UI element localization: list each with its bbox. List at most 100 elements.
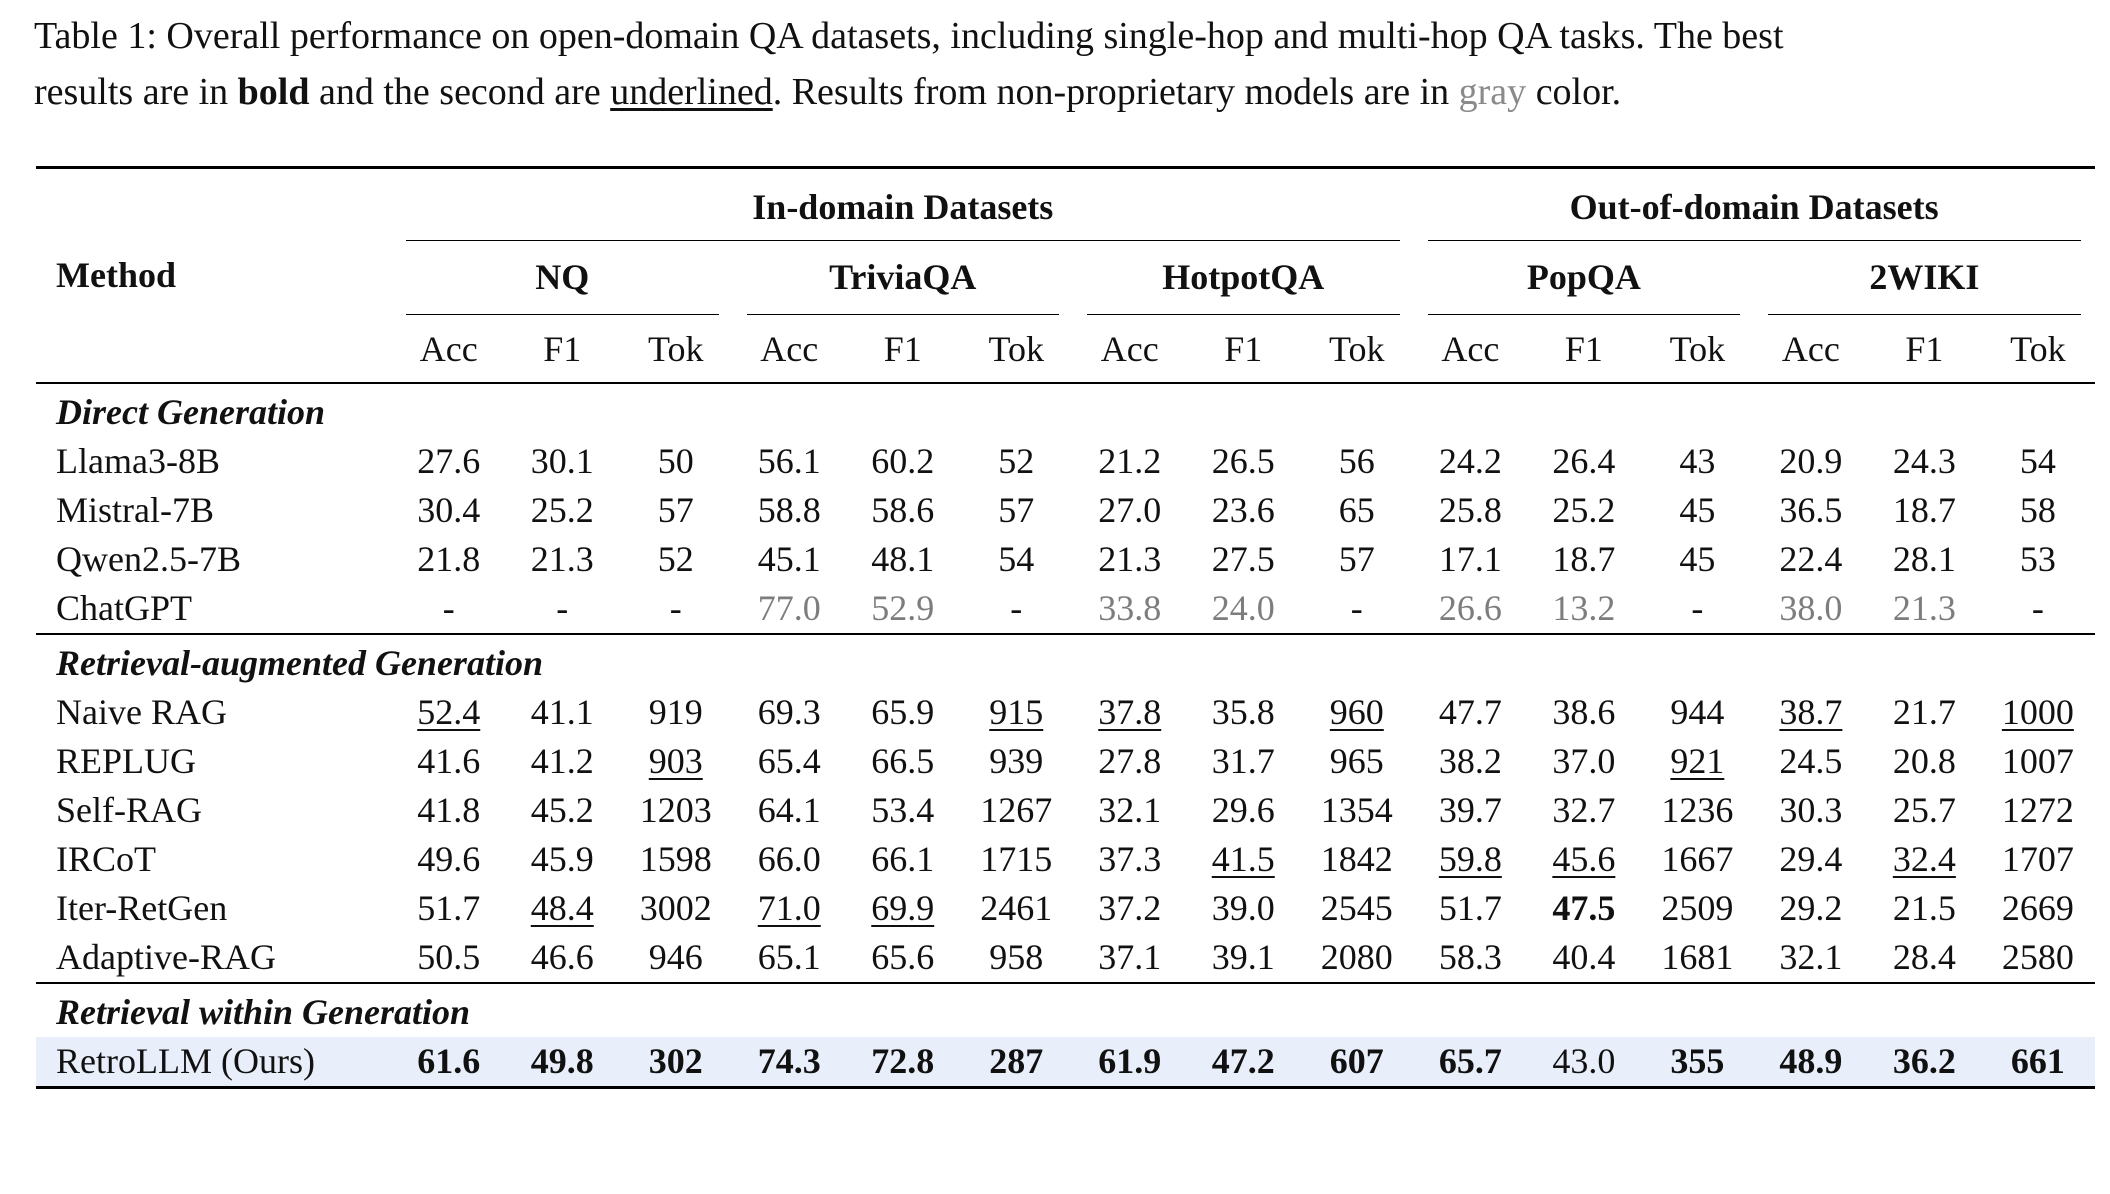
cell-value: 26.5 bbox=[1211, 441, 1275, 481]
table-cell: 72.8 bbox=[846, 1037, 960, 1089]
cell-value: 65.6 bbox=[871, 937, 935, 977]
cell-value: 66.0 bbox=[757, 839, 821, 879]
caption-text: color. bbox=[1526, 71, 1622, 113]
table-cell: 2669 bbox=[1981, 884, 2095, 933]
cell-value: 29.2 bbox=[1779, 888, 1843, 928]
cell-value: 37.0 bbox=[1552, 741, 1616, 781]
cell-value: 946 bbox=[648, 937, 703, 977]
table-cell: 77.0 bbox=[733, 584, 847, 634]
table-row: Self-RAG 41.8 45.2 1203 64.1 53.4 1267 32.1 29.6… bbox=[36, 786, 2095, 835]
table-cell: 1272 bbox=[1981, 786, 2095, 835]
table-cell: 32.4 bbox=[1868, 835, 1982, 884]
cell-value: 51.7 bbox=[1438, 888, 1502, 928]
cell-value: 56 bbox=[1338, 441, 1375, 481]
cell-value: 958 bbox=[989, 937, 1044, 977]
caption-text: results are in bbox=[34, 71, 238, 113]
cell-value: 57 bbox=[657, 490, 694, 530]
table-cell: 47.7 bbox=[1414, 688, 1528, 737]
method-name: RetroLLM (Ours) bbox=[36, 1037, 392, 1089]
dataset-rule bbox=[392, 314, 733, 315]
cell-value: 53 bbox=[2019, 539, 2056, 579]
table-cell: - bbox=[1641, 584, 1755, 634]
cell-value: 33.8 bbox=[1098, 588, 1162, 628]
cell-value: 59.8 bbox=[1438, 839, 1502, 879]
cell-value: 23.6 bbox=[1211, 490, 1275, 530]
table-cell: 65.7 bbox=[1413, 1037, 1528, 1089]
table-cell: 2461 bbox=[960, 884, 1074, 933]
table-cell: 939 bbox=[960, 737, 1074, 786]
metric-header-row: Acc F1 Tok Acc F1 Tok Acc F1 Tok Acc F1 Tok Acc F1 Tok bbox=[36, 315, 2095, 383]
cell-value: 47.2 bbox=[1211, 1041, 1275, 1081]
method-name: IRCoT bbox=[56, 839, 157, 879]
table-cell: 32.1 bbox=[1754, 933, 1868, 983]
caption-text: and the second are bbox=[309, 71, 611, 113]
dataset-rule bbox=[1414, 314, 1755, 315]
caption-underline-word: underlined bbox=[610, 71, 773, 113]
section-title: Retrieval within Generation bbox=[36, 982, 2095, 1037]
cell-value: 72.8 bbox=[871, 1041, 935, 1081]
cell-value: 58 bbox=[2019, 490, 2056, 530]
table-cell: 65.1 bbox=[733, 933, 847, 983]
cell-value: 21.2 bbox=[1098, 441, 1162, 481]
cell-value: 57 bbox=[998, 490, 1035, 530]
section-header-row: Retrieval-augmented Generation bbox=[36, 633, 2095, 688]
cell-value: 45.9 bbox=[530, 839, 594, 879]
table-cell: 1681 bbox=[1641, 933, 1755, 983]
table-cell: - bbox=[960, 584, 1074, 634]
metric-header-acc: Acc bbox=[1781, 329, 1840, 369]
metric-header-tok: Tok bbox=[2010, 329, 2066, 369]
cell-value: 46.6 bbox=[530, 937, 594, 977]
results-table: Method In-domain Datasets Out-of-domain … bbox=[36, 166, 2095, 1089]
table-cell: 33.8 bbox=[1073, 584, 1187, 634]
cell-value: 47.5 bbox=[1552, 888, 1616, 928]
method-name: ChatGPT bbox=[56, 588, 193, 628]
cell-value: 903 bbox=[648, 741, 703, 781]
table-cell: 1707 bbox=[1981, 835, 2095, 884]
table-cell: 21.3 bbox=[1073, 535, 1187, 584]
cell-value: 66.5 bbox=[871, 741, 935, 781]
table-cell: 13.2 bbox=[1527, 584, 1641, 634]
cell-value: 921 bbox=[1670, 741, 1725, 781]
table-cell: 38.6 bbox=[1527, 688, 1641, 737]
cell-value: 36.5 bbox=[1779, 490, 1843, 530]
table-row: Adaptive-RAG 50.5 46.6 946 65.1 65.6 958 37.1 39… bbox=[36, 933, 2095, 983]
cell-value: 1354 bbox=[1320, 790, 1393, 830]
table-cell: 51.7 bbox=[1414, 884, 1528, 933]
cell-value: 50 bbox=[657, 441, 694, 481]
table-cell: 1267 bbox=[960, 786, 1074, 835]
cell-value: 65 bbox=[1338, 490, 1375, 530]
table-cell: 921 bbox=[1641, 737, 1755, 786]
cell-value: 41.6 bbox=[417, 741, 481, 781]
table-cell: 40.4 bbox=[1527, 933, 1641, 983]
table-cell: 58.6 bbox=[846, 486, 960, 535]
cell-value: 51.7 bbox=[417, 888, 481, 928]
cell-value: 52.9 bbox=[871, 588, 935, 628]
cell-value: - bbox=[2031, 588, 2044, 628]
cell-value: 17.1 bbox=[1438, 539, 1502, 579]
table-cell: 50.5 bbox=[392, 933, 506, 983]
table-cell: 30.3 bbox=[1754, 786, 1868, 835]
table-cell: 56.1 bbox=[733, 437, 847, 486]
cell-value: 35.8 bbox=[1211, 692, 1275, 732]
cell-value: 58.6 bbox=[871, 490, 935, 530]
cell-value: 45 bbox=[1679, 490, 1716, 530]
table-cell: 65 bbox=[1300, 486, 1414, 535]
table-cell: 64.1 bbox=[733, 786, 847, 835]
cell-value: 41.5 bbox=[1211, 839, 1275, 879]
cell-value: 45.2 bbox=[530, 790, 594, 830]
table-cell: 47.2 bbox=[1186, 1037, 1300, 1089]
table-cell: 958 bbox=[960, 933, 1074, 983]
table-cell: 49.8 bbox=[505, 1037, 619, 1089]
cell-value: 32.4 bbox=[1892, 839, 1956, 879]
group-rule bbox=[392, 240, 1414, 241]
table-cell: 37.8 bbox=[1073, 688, 1187, 737]
cell-value: 13.2 bbox=[1552, 588, 1616, 628]
table-cell: 54 bbox=[1981, 437, 2095, 486]
cell-value: 24.5 bbox=[1779, 741, 1843, 781]
cell-value: 1000 bbox=[2001, 692, 2074, 732]
table-cell: 355 bbox=[1640, 1037, 1755, 1089]
cell-value: 39.1 bbox=[1211, 937, 1275, 977]
cell-value: 1007 bbox=[2001, 741, 2074, 781]
table-row: ChatGPT - - - 77.0 52.9 - 33.8 24.0 - 26.6 13.2 - 38.… bbox=[36, 584, 2095, 634]
cell-value: 39.7 bbox=[1438, 790, 1502, 830]
